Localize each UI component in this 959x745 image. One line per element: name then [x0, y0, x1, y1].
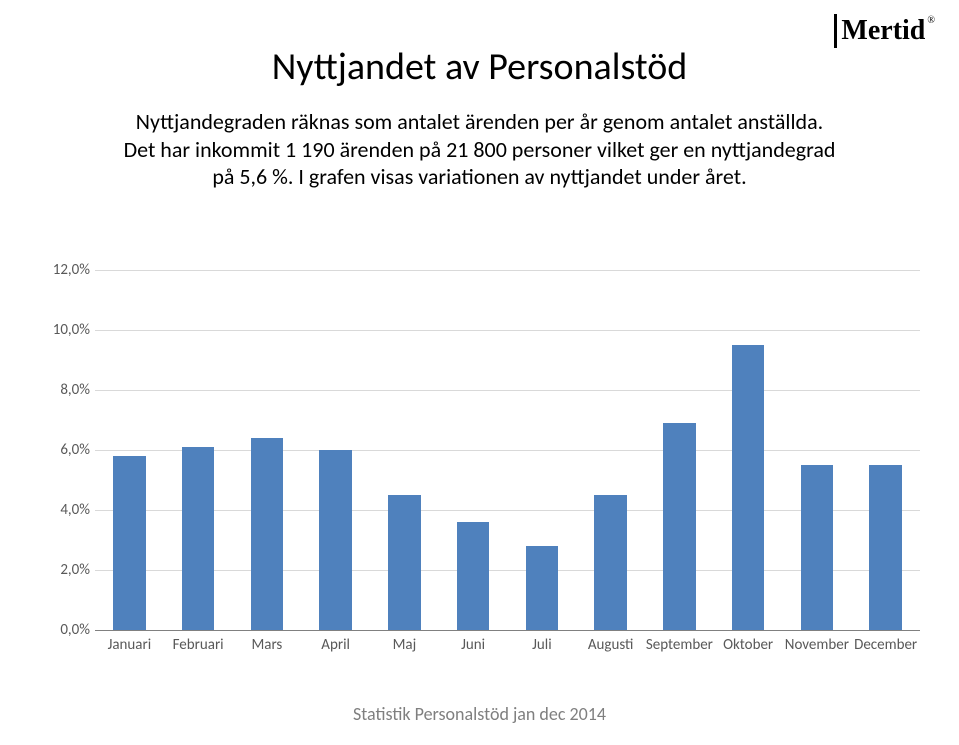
chart-xtick-label: Juli	[532, 636, 552, 654]
logo-registered: ®	[927, 15, 935, 26]
chart-bar	[388, 495, 420, 630]
brand-logo: Mertid®	[834, 14, 935, 48]
chart-ytick-label: 12,0%	[40, 261, 90, 279]
chart-gridline	[95, 330, 920, 331]
chart-bar	[732, 345, 764, 630]
chart-xtick-label: Januari	[108, 636, 152, 654]
desc-line-2: Det har inkommit 1 190 ärenden på 21 800…	[0, 136, 959, 164]
chart-gridline	[95, 630, 920, 631]
chart-gridline	[95, 390, 920, 391]
chart-ytick-label: 4,0%	[40, 501, 90, 519]
chart-xtick-label: Februari	[173, 636, 224, 654]
chart-gridline	[95, 270, 920, 271]
logo-name: Mertid	[841, 15, 925, 46]
desc-line-3: på 5,6 %. I grafen visas variationen av …	[0, 163, 959, 191]
chart-bar	[319, 450, 351, 630]
chart-xtick-label: November	[785, 636, 849, 654]
chart-ytick-label: 0,0%	[40, 621, 90, 639]
chart-xtick-label: Mars	[251, 636, 282, 654]
chart-xtick-label: Oktober	[723, 636, 773, 654]
chart-xtick-label: April	[321, 636, 350, 654]
chart-ytick-label: 2,0%	[40, 561, 90, 579]
chart-gridline	[95, 510, 920, 511]
chart-ytick-label: 10,0%	[40, 321, 90, 339]
chart-bar	[457, 522, 489, 630]
page-description: Nyttjandegraden räknas som antalet ärend…	[0, 108, 959, 191]
page-title: Nyttjandet av Personalstöd	[0, 44, 959, 90]
logo-bar	[834, 14, 837, 48]
chart-xtick-label: December	[854, 636, 917, 654]
chart-bar	[526, 546, 558, 630]
chart-bar	[182, 447, 214, 630]
chart-bar	[251, 438, 283, 630]
chart-ytick-label: 8,0%	[40, 381, 90, 399]
chart-bar	[113, 456, 145, 630]
chart-xtick-label: Augusti	[588, 636, 634, 654]
usage-chart: 0,0%2,0%4,0%6,0%8,0%10,0%12,0% JanuariFe…	[40, 270, 920, 660]
chart-gridline	[95, 450, 920, 451]
chart-ytick-label: 6,0%	[40, 441, 90, 459]
chart-xtick-label: September	[646, 636, 713, 654]
chart-bar	[869, 465, 901, 630]
chart-xtick-label: Juni	[461, 636, 485, 654]
chart-xtick-label: Maj	[393, 636, 417, 654]
chart-gridline	[95, 570, 920, 571]
chart-bar	[801, 465, 833, 630]
page-footer: Statistik Personalstöd jan dec 2014	[0, 703, 959, 725]
chart-plot-area	[95, 270, 920, 630]
logo-text: Mertid®	[841, 15, 935, 47]
chart-bar	[594, 495, 626, 630]
desc-line-1: Nyttjandegraden räknas som antalet ärend…	[0, 108, 959, 136]
chart-bar	[663, 423, 695, 630]
